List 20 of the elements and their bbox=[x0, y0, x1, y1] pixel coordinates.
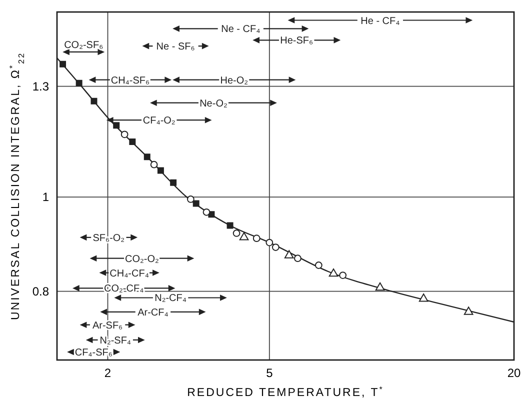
series-label: N₂-CF₄ bbox=[154, 293, 186, 304]
series-label: CH₄-SF₆ bbox=[110, 75, 150, 86]
series-label: He - CF₄ bbox=[360, 16, 400, 27]
series-label: CO₂-O₂ bbox=[125, 254, 160, 265]
x-tick-label: 5 bbox=[266, 366, 274, 380]
series-label: CO₂-SF₆ bbox=[64, 40, 104, 51]
series-label: He-SF₆ bbox=[280, 36, 314, 47]
series-label: CF₄-O₂ bbox=[142, 116, 176, 127]
y-tick-label: 0.8 bbox=[32, 284, 50, 298]
series-label: Ar-CF₄ bbox=[138, 307, 168, 318]
x-tick-label: 20 bbox=[507, 366, 521, 380]
x-axis-title: REDUCED TEMPERATURE, T$^{*}$ bbox=[187, 384, 384, 399]
y-tick-label: 1 bbox=[42, 190, 50, 204]
series-label: Ne - SF₆ bbox=[156, 42, 195, 53]
series-label: Ne - CF₄ bbox=[221, 24, 260, 36]
y-tick-label: 1.3 bbox=[32, 79, 50, 94]
x-tick-label: 2 bbox=[104, 366, 112, 380]
series-label: He-O₂ bbox=[220, 75, 248, 86]
series-label: Ne-O₂ bbox=[200, 98, 228, 110]
series-label: CH₄-CF₄ bbox=[110, 268, 149, 280]
